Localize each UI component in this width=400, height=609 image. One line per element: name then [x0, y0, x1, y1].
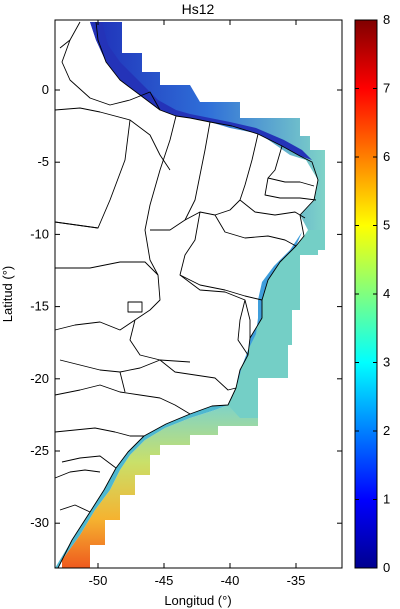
colorbar: 0 1 2 3 4 5 6 7 8: [354, 12, 390, 575]
wave-field-north: [90, 22, 325, 230]
boundary-bahia-north: [214, 214, 297, 247]
boundary-ceara-rn: [267, 145, 315, 187]
colorbar-tick-label: 2: [383, 423, 390, 438]
boundary-north-1: [61, 21, 161, 111]
boundary-ms: [54, 319, 136, 331]
x-axis-ticks: -50 -45 -40 -35: [89, 20, 306, 588]
boundary-bahia-west: [179, 211, 263, 301]
plot-frame: [54, 19, 343, 569]
boundary-pe-al: [239, 199, 306, 219]
colorbar-tick-label: 4: [383, 286, 390, 301]
colorbar-tick-label: 0: [383, 560, 390, 575]
boundary-ms-south: [59, 359, 161, 373]
y-tick-label: -15: [30, 299, 49, 314]
boundary-tocantins-east: [144, 115, 177, 276]
boundary-piaui-ceara: [184, 133, 259, 221]
y-tick-label: -30: [30, 515, 49, 530]
y-tick-label: -20: [30, 371, 49, 386]
colorbar-tick-label: 1: [383, 492, 390, 507]
boundary-df: [127, 301, 143, 313]
boundary-mg-es: [237, 299, 249, 356]
boundary-mg-bahia: [179, 274, 251, 338]
boundary-go-mg: [129, 274, 191, 363]
boundary-rs-west: [54, 469, 101, 479]
boundary-west-line: [54, 221, 99, 229]
x-axis-label: Longitud (°): [164, 593, 231, 608]
boundary-uruguay: [59, 504, 91, 513]
boundary-sc-rs: [61, 455, 117, 469]
x-tick-label: -40: [221, 573, 240, 588]
coastline: [57, 21, 319, 569]
colorbar-ticks: 0 1 2 3 4 5 6 7 8: [355, 12, 390, 575]
boundary-north-2: [59, 39, 71, 49]
map-title: Hs12: [182, 1, 215, 17]
boundary-pr-sc: [54, 427, 144, 437]
colorbar-tick-label: 8: [383, 12, 390, 27]
wave-field-south: [62, 405, 258, 568]
wave-field: [55, 22, 325, 568]
boundary-sp-north: [119, 371, 126, 393]
x-tick-label: -45: [155, 573, 174, 588]
y-tick-label: 0: [42, 82, 49, 97]
boundary-mt-go: [55, 261, 159, 276]
boundary-sp-pr: [54, 384, 191, 415]
x-tick-label: -35: [287, 573, 306, 588]
y-axis-ticks: 0 -5 -10 -15 -20 -25 -30: [30, 82, 342, 530]
colorbar-tick-label: 3: [383, 355, 390, 370]
colorbar-tick-label: 5: [383, 218, 390, 233]
x-tick-label: -50: [89, 573, 108, 588]
colorbar-tick-label: 6: [383, 149, 390, 164]
boundary-maranhao-piaui: [150, 121, 211, 231]
boundary-mg-south: [159, 359, 237, 391]
boundary-pb-pe: [264, 177, 317, 201]
map-plot-area: -50 -45 -40 -35 0 -5 -10 -15 -20 -25 -30: [30, 19, 343, 588]
land-boundaries: [54, 21, 319, 569]
y-tick-label: -10: [30, 226, 49, 241]
y-tick-label: -5: [37, 154, 49, 169]
wave-field-east: [228, 230, 325, 426]
colorbar-tick-label: 7: [383, 81, 390, 96]
y-axis-label: Latitud (°): [0, 266, 15, 323]
y-tick-label: -25: [30, 443, 49, 458]
wave-field-north-coastal: [90, 22, 312, 160]
